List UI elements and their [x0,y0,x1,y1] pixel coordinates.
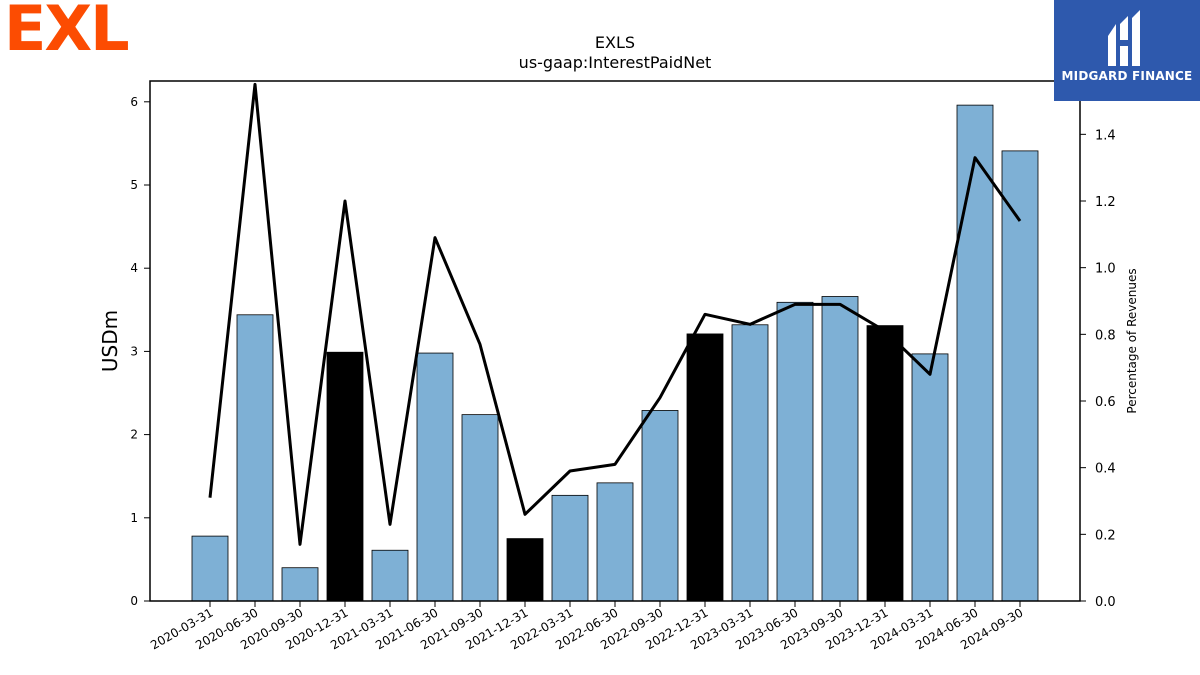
bar [956,104,994,602]
bar [551,494,589,602]
bar [416,352,454,602]
chart-title: EXLS [595,33,635,52]
x-axis: 2020-03-312020-06-302020-09-302020-12-31… [148,601,1026,652]
y2-tick-label: 0.6 [1095,395,1116,410]
y2-tick-label: 0.0 [1095,595,1116,610]
y-tick-label: 2 [130,428,138,442]
y2-tick-label: 0.2 [1095,528,1116,543]
y-tick-label: 0 [130,594,138,608]
bar [191,535,229,602]
y2-tick-label: 0.8 [1095,328,1116,343]
exl-logo: EXL [4,0,130,60]
bar [371,549,409,602]
y2-axis: 0.0 0.2 0.4 0.6 0.8 1.0 1.2 1.4 [1080,128,1116,610]
y-axis-label: USDm [98,310,122,372]
y2-tick-label: 1.4 [1095,128,1116,143]
y2-tick-label: 1.0 [1095,262,1116,277]
bar [596,482,634,602]
bar [281,567,319,602]
bar [506,538,544,602]
y2-axis-label: Percentage of Revenues [1125,268,1139,413]
y-tick-label: 1 [130,511,138,525]
bar [641,410,679,602]
midgard-finance-logo: MIDGARD FINANCE [1054,0,1200,101]
midgard-logo-text: MIDGARD FINANCE [1061,69,1193,83]
bar [821,296,859,602]
bar [461,414,499,602]
bar [731,324,769,602]
bar [776,301,814,602]
chart-subtitle: us-gaap:InterestPaidNet [519,53,712,72]
midgard-logo-icon [1108,10,1140,66]
y-axis: 0 1 2 3 4 5 6 [130,95,150,608]
line-group [208,82,1022,546]
bar [326,351,364,602]
bar [686,333,724,602]
y2-tick-label: 1.2 [1095,195,1116,210]
exl-logo-text: EXL [4,0,130,65]
y2-tick-label: 0.4 [1095,462,1116,477]
y-tick-label: 4 [130,261,138,275]
bar-group [191,104,1039,602]
y-tick-label: 5 [130,178,138,192]
y-tick-label: 3 [130,344,138,358]
line-series [208,82,1022,546]
bar [866,325,904,602]
bar [236,314,274,602]
y-tick-label: 6 [130,95,138,109]
bar [1001,150,1039,602]
bar [911,353,949,602]
